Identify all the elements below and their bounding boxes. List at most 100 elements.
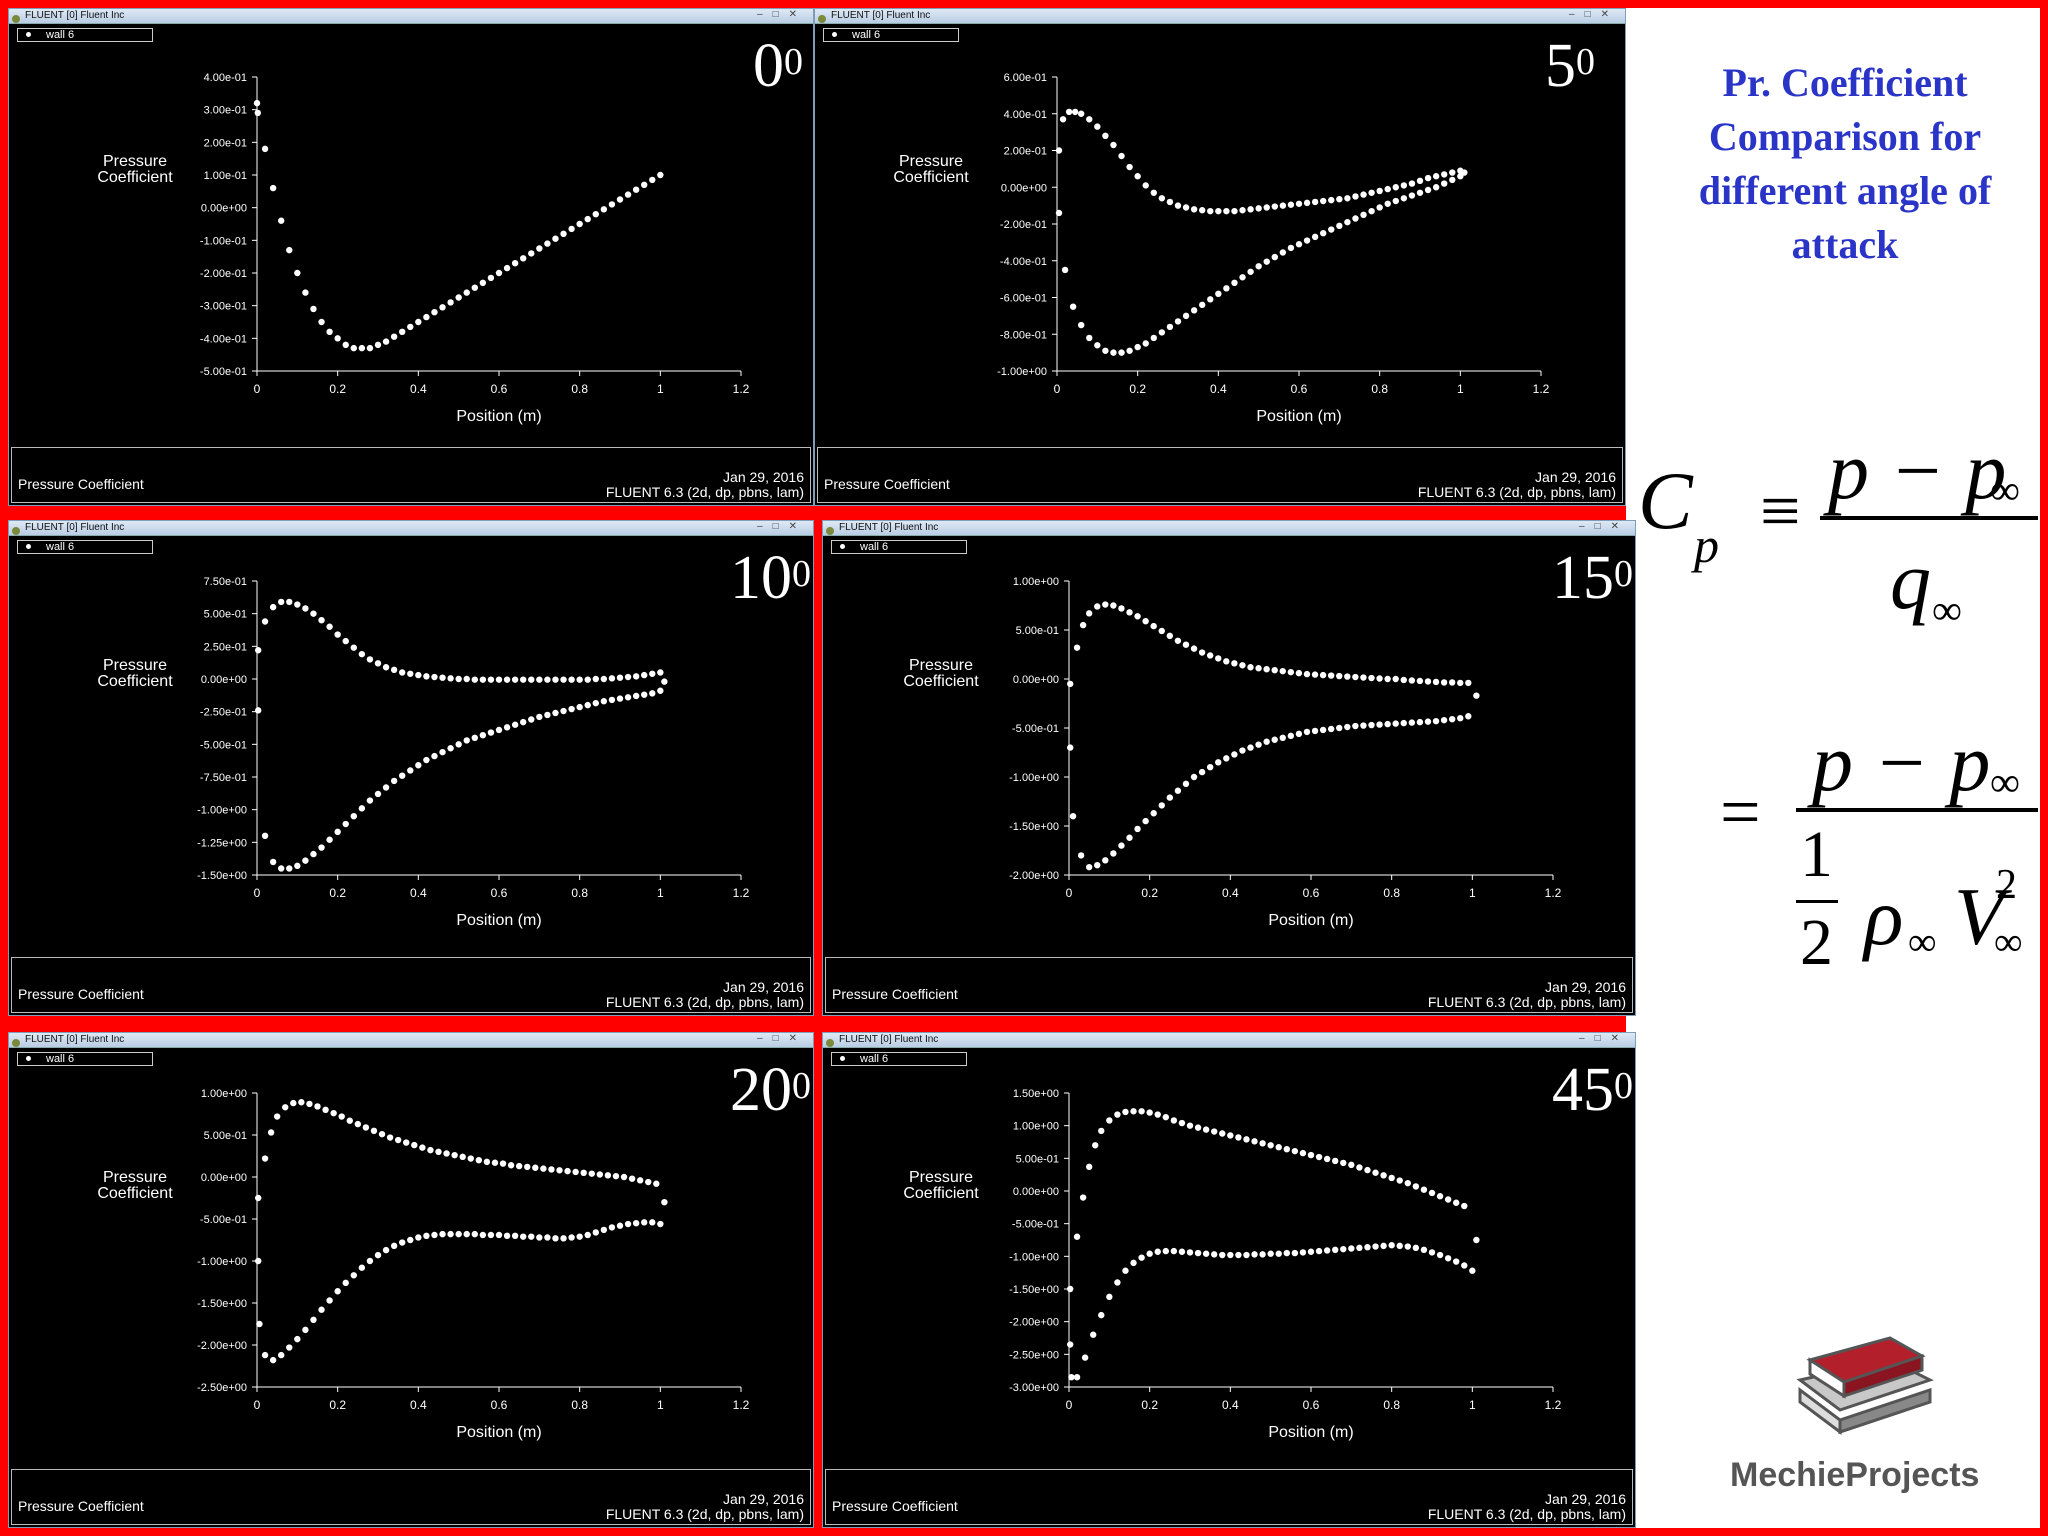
- footer-info: Jan 29, 2016 FLUENT 6.3 (2d, dp, pbns, l…: [1428, 1492, 1626, 1522]
- data-point: [306, 1100, 313, 1108]
- data-point: [641, 691, 648, 698]
- data-point: [1352, 673, 1359, 681]
- data-point: [350, 813, 357, 820]
- data-point: [1227, 1132, 1234, 1139]
- y-axis-label-line1: Pressure: [898, 153, 964, 170]
- window-titlebar[interactable]: FLUENT [0] Fluent Inc –□✕: [815, 9, 1625, 24]
- data-point: [1400, 676, 1407, 684]
- data-point: [1114, 1279, 1121, 1286]
- y-axis-label: Pressure Coefficient: [75, 658, 195, 690]
- y-axis-label-line2: Coefficient: [97, 673, 173, 690]
- data-point: [1392, 197, 1399, 205]
- y-tick-label: 1.00e+00: [201, 1088, 247, 1100]
- data-point: [334, 828, 341, 836]
- data-point: [568, 676, 575, 683]
- data-point: [649, 1219, 656, 1226]
- data-point: [431, 673, 438, 681]
- data-point: [1142, 340, 1149, 347]
- data-point: [479, 1231, 487, 1239]
- data-point: [1384, 675, 1391, 683]
- legend: wall 6: [831, 1052, 967, 1066]
- data-point: [455, 741, 462, 748]
- data-point: [1279, 249, 1287, 256]
- y-axis-label-line1: Pressure: [102, 657, 168, 674]
- window-controls[interactable]: –□✕: [757, 9, 807, 20]
- y-tick-label: -2.50e-01: [200, 707, 247, 719]
- legend-label: wall 6: [852, 29, 881, 41]
- window-title: FLUENT [0] Fluent Inc: [25, 10, 125, 21]
- window-controls[interactable]: –□✕: [1579, 521, 1629, 532]
- data-point: [1102, 132, 1109, 139]
- data-point: [1126, 163, 1133, 171]
- data-point: [286, 1344, 293, 1351]
- data-point: [1424, 174, 1432, 182]
- window-controls[interactable]: –□✕: [757, 521, 807, 532]
- window-controls[interactable]: –□✕: [1569, 9, 1619, 20]
- data-point: [366, 656, 374, 663]
- legend-marker: [832, 32, 837, 37]
- window-titlebar[interactable]: FLUENT [0] Fluent Inc –□✕: [823, 1033, 1635, 1048]
- data-point: [1465, 713, 1472, 720]
- data-point: [1150, 189, 1157, 196]
- data-point: [278, 865, 285, 872]
- formula-rho-inf: ∞: [1908, 919, 1937, 964]
- formula-num2-inf: ∞: [1990, 760, 2020, 806]
- data-point: [1068, 1374, 1075, 1381]
- footer-title: Pressure Coefficient: [18, 986, 144, 1002]
- data-point: [511, 1232, 519, 1239]
- data-point: [1190, 773, 1198, 781]
- window-titlebar[interactable]: FLUENT [0] Fluent Inc –□✕: [823, 521, 1635, 536]
- data-point: [552, 1235, 559, 1242]
- data-point: [1380, 1242, 1387, 1250]
- formula-den1: q: [1890, 535, 1931, 626]
- data-point: [528, 716, 535, 723]
- window-titlebar[interactable]: FLUENT [0] Fluent Inc –□✕: [9, 9, 813, 24]
- data-point: [1085, 863, 1093, 871]
- data-point: [1158, 627, 1165, 635]
- data-point: [1368, 674, 1375, 682]
- y-tick-label: -5.00e-01: [200, 366, 247, 378]
- data-point: [1364, 1166, 1371, 1174]
- data-point: [503, 724, 511, 731]
- y-tick-label: 0.00e+00: [201, 674, 247, 686]
- data-point: [390, 333, 398, 340]
- window-controls[interactable]: –□✕: [1579, 1033, 1629, 1044]
- data-point: [1303, 199, 1311, 207]
- data-point: [1239, 274, 1246, 281]
- data-point: [399, 669, 406, 676]
- x-tick-label: 0.2: [329, 886, 346, 900]
- data-point: [641, 671, 648, 679]
- data-point: [568, 225, 575, 233]
- window-titlebar[interactable]: FLUENT [0] Fluent Inc –□✕: [9, 1033, 813, 1048]
- window-titlebar[interactable]: FLUENT [0] Fluent Inc –□✕: [9, 521, 813, 536]
- data-point: [548, 1166, 555, 1173]
- data-point: [592, 675, 599, 683]
- data-point: [1194, 1124, 1202, 1131]
- data-point: [495, 1231, 503, 1239]
- data-point: [447, 1230, 454, 1238]
- data-point: [1199, 207, 1206, 214]
- window-footer: Pressure Coefficient Jan 29, 2016 FLUENT…: [825, 1469, 1633, 1525]
- legend-label: wall 6: [46, 29, 75, 41]
- data-point: [1283, 1145, 1290, 1153]
- data-point: [1360, 191, 1367, 198]
- x-axis-label: Position (m): [456, 912, 541, 929]
- data-point: [1150, 622, 1157, 630]
- formula-v-inf: ∞: [1994, 919, 2023, 964]
- x-tick-label: 0.2: [329, 1398, 346, 1412]
- data-point: [1436, 1251, 1444, 1259]
- data-point: [503, 264, 511, 272]
- x-tick-label: 0.6: [491, 886, 508, 900]
- y-tick-label: -2.00e-01: [200, 268, 247, 280]
- data-point: [1190, 206, 1198, 213]
- y-tick-label: -5.00e-01: [200, 739, 247, 751]
- window-controls[interactable]: –□✕: [757, 1033, 807, 1044]
- footer-info: Jan 29, 2016 FLUENT 6.3 (2d, dp, pbns, l…: [1428, 980, 1626, 1010]
- data-point: [1396, 1177, 1403, 1184]
- data-point: [1094, 123, 1101, 130]
- data-point: [1142, 817, 1149, 825]
- data-point: [528, 676, 535, 683]
- data-point: [600, 206, 608, 213]
- x-tick-label: 1: [1457, 382, 1464, 396]
- data-point: [1138, 1108, 1145, 1115]
